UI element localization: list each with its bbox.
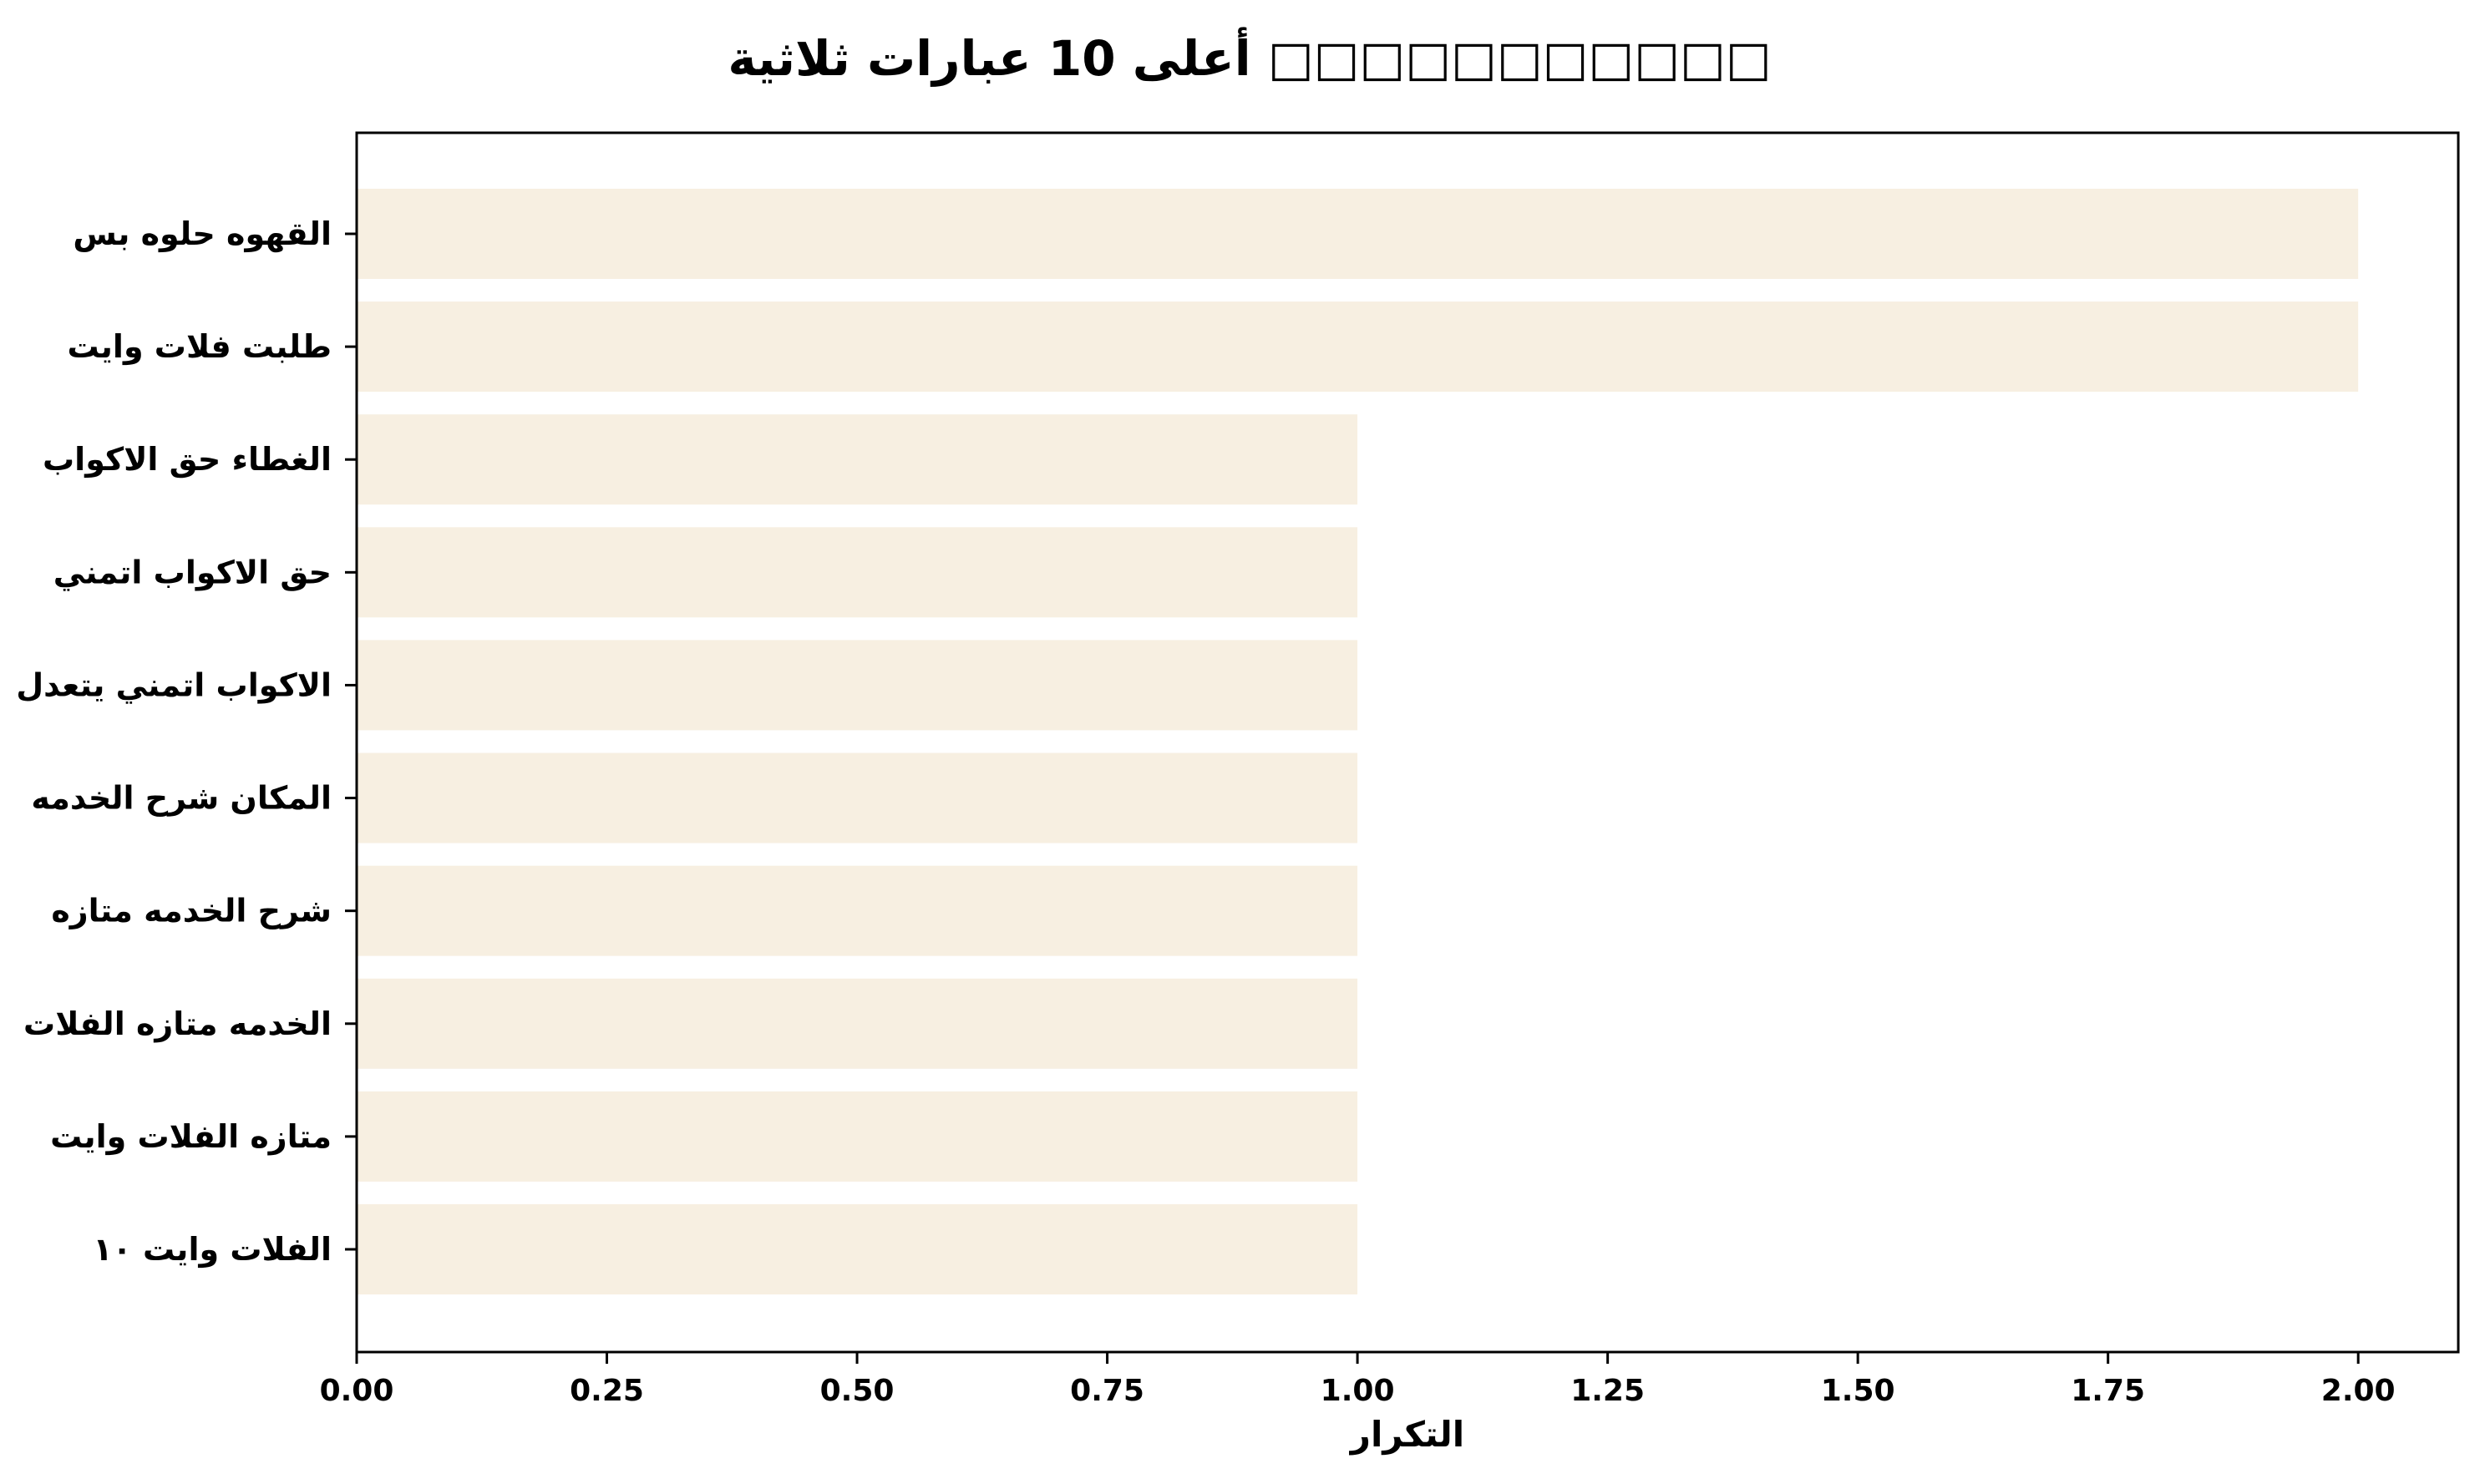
x-axis-label: التكرار bbox=[1349, 1414, 1464, 1456]
x-tick-label: 2.00 bbox=[2321, 1374, 2396, 1408]
bar bbox=[357, 301, 2359, 393]
bar bbox=[357, 527, 1358, 618]
x-axis-ticks: 0.00 0.25 0.50 0.75 1.00 1.25 1.50 1.75 2.00 bbox=[320, 1352, 2396, 1408]
x-tick-label: 1.00 bbox=[1321, 1374, 1395, 1408]
y-tick-label: المكان شرح الخدمه bbox=[31, 780, 332, 817]
bar bbox=[357, 1204, 1358, 1294]
y-tick-label: حق الاكواب اتمني bbox=[53, 554, 332, 590]
x-tick-label: 0.50 bbox=[820, 1374, 895, 1408]
y-tick-label: الغطاء حق الاكواب bbox=[43, 441, 332, 478]
x-tick-label: 1.25 bbox=[1570, 1374, 1645, 1408]
bar bbox=[357, 752, 1358, 843]
bar bbox=[357, 1091, 1358, 1182]
y-tick-label: طلبت فلات وايت bbox=[67, 328, 332, 366]
y-tick-label: شرح الخدمه متازه bbox=[51, 893, 332, 929]
y-tick-label: الاكواب اتمني يتعدل bbox=[16, 666, 332, 703]
bar bbox=[357, 978, 1358, 1069]
x-tick-label: 0.00 bbox=[320, 1374, 394, 1408]
bar bbox=[357, 189, 2359, 279]
bar bbox=[357, 865, 1358, 956]
x-tick-label: 0.25 bbox=[570, 1374, 644, 1408]
y-axis-labels: القهوه حلوه بس طلبت فلات وايت الغطاء حق ال… bbox=[16, 215, 357, 1269]
chart-title: أعلى 10 عبارات ثلاثية □□□□□□□□□□□ bbox=[728, 27, 1771, 87]
y-tick-label: القهوه حلوه بس bbox=[73, 215, 332, 252]
y-tick-label: الخدمه متازه الفلات bbox=[23, 1005, 332, 1042]
bars-layer bbox=[357, 189, 2359, 1294]
x-tick-label: 0.75 bbox=[1070, 1374, 1144, 1408]
y-tick-label: متازه الفلات وايت bbox=[50, 1118, 332, 1156]
y-tick-label: الفلات وايت ١٠ bbox=[93, 1231, 332, 1269]
bar bbox=[357, 414, 1358, 505]
bar bbox=[357, 640, 1358, 731]
plot-area-frame bbox=[355, 131, 2460, 1354]
x-tick-label: 1.75 bbox=[2071, 1374, 2145, 1408]
x-tick-label: 1.50 bbox=[1821, 1374, 1895, 1408]
